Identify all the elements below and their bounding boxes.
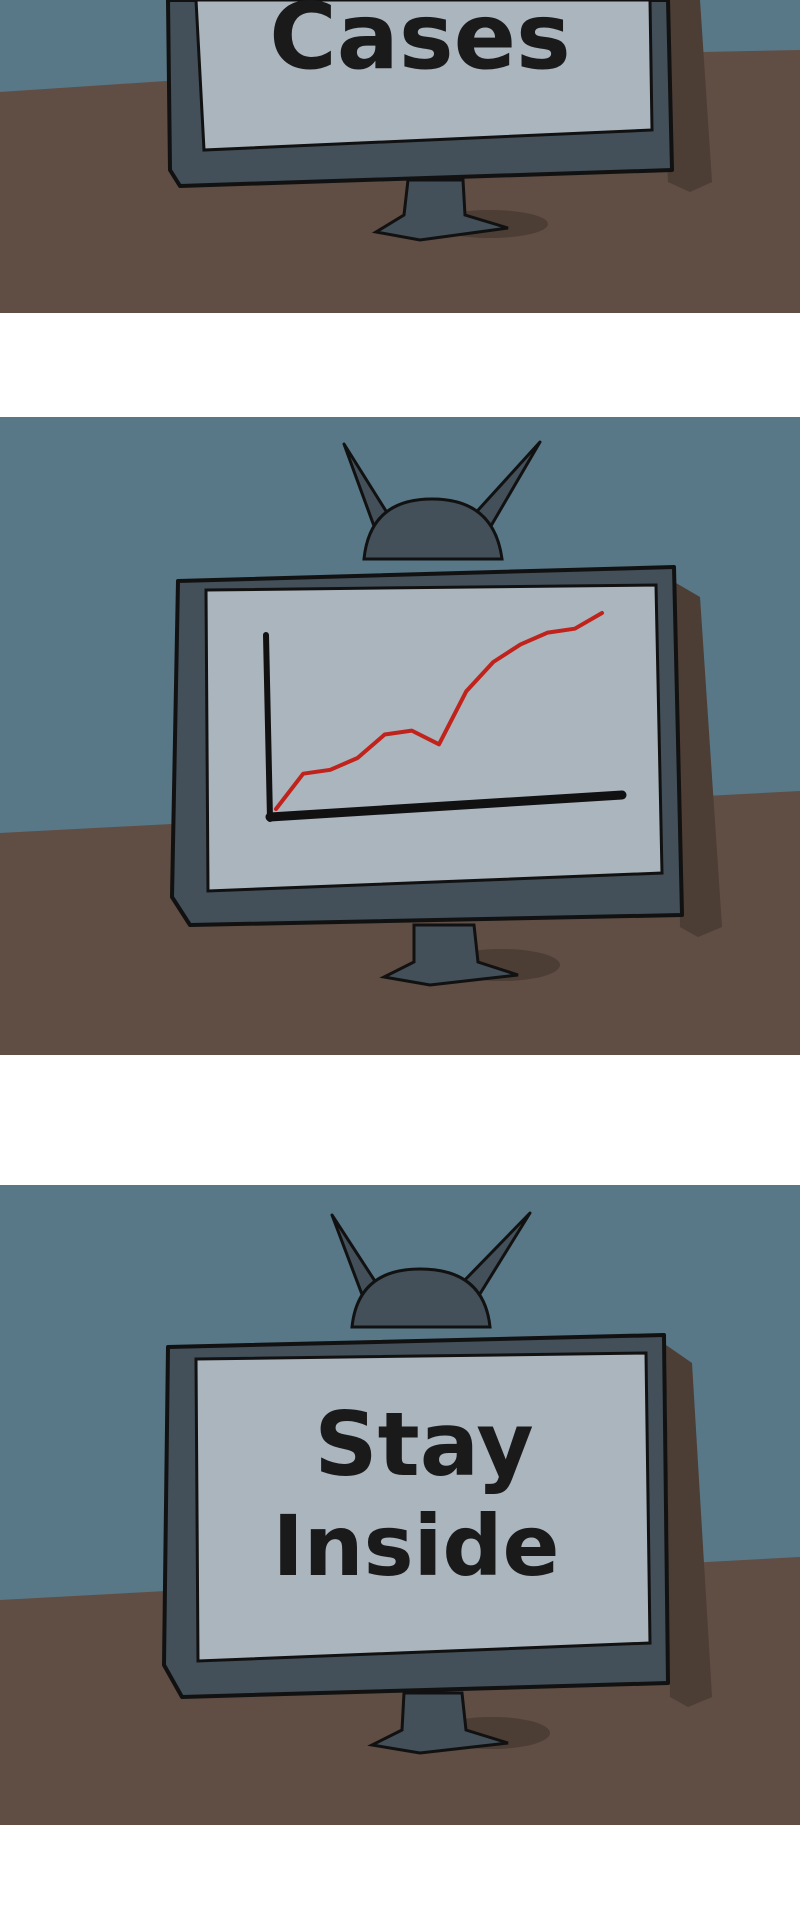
stay-inside-panel-illustration: Stay Inside — [0, 1185, 800, 1825]
tv-antenna-icon — [342, 440, 542, 561]
tv-screen — [194, 0, 654, 152]
chart-y-axis — [263, 632, 273, 822]
comic-panel-cases: Cases — [0, 0, 800, 313]
tv-stand-icon — [379, 923, 519, 987]
chart-panel-illustration — [0, 417, 800, 1055]
comic-panel-chart — [0, 417, 800, 1055]
chart-trend-line — [274, 611, 604, 811]
screen-text-inside: Inside — [273, 1497, 560, 1595]
tv-screen — [204, 583, 664, 893]
tv-stand-icon — [371, 178, 509, 242]
tv-screen — [194, 1351, 652, 1663]
cases-panel-illustration: Cases — [0, 0, 800, 313]
screen-text-stay: Stay — [314, 1393, 533, 1496]
screen-text-cases: Cases — [269, 0, 571, 90]
tv-stand-icon — [367, 1691, 509, 1755]
tv-antenna-icon — [330, 1211, 532, 1329]
chart-x-axis — [265, 790, 627, 822]
comic-panel-stay-inside: Stay Inside — [0, 1185, 800, 1825]
